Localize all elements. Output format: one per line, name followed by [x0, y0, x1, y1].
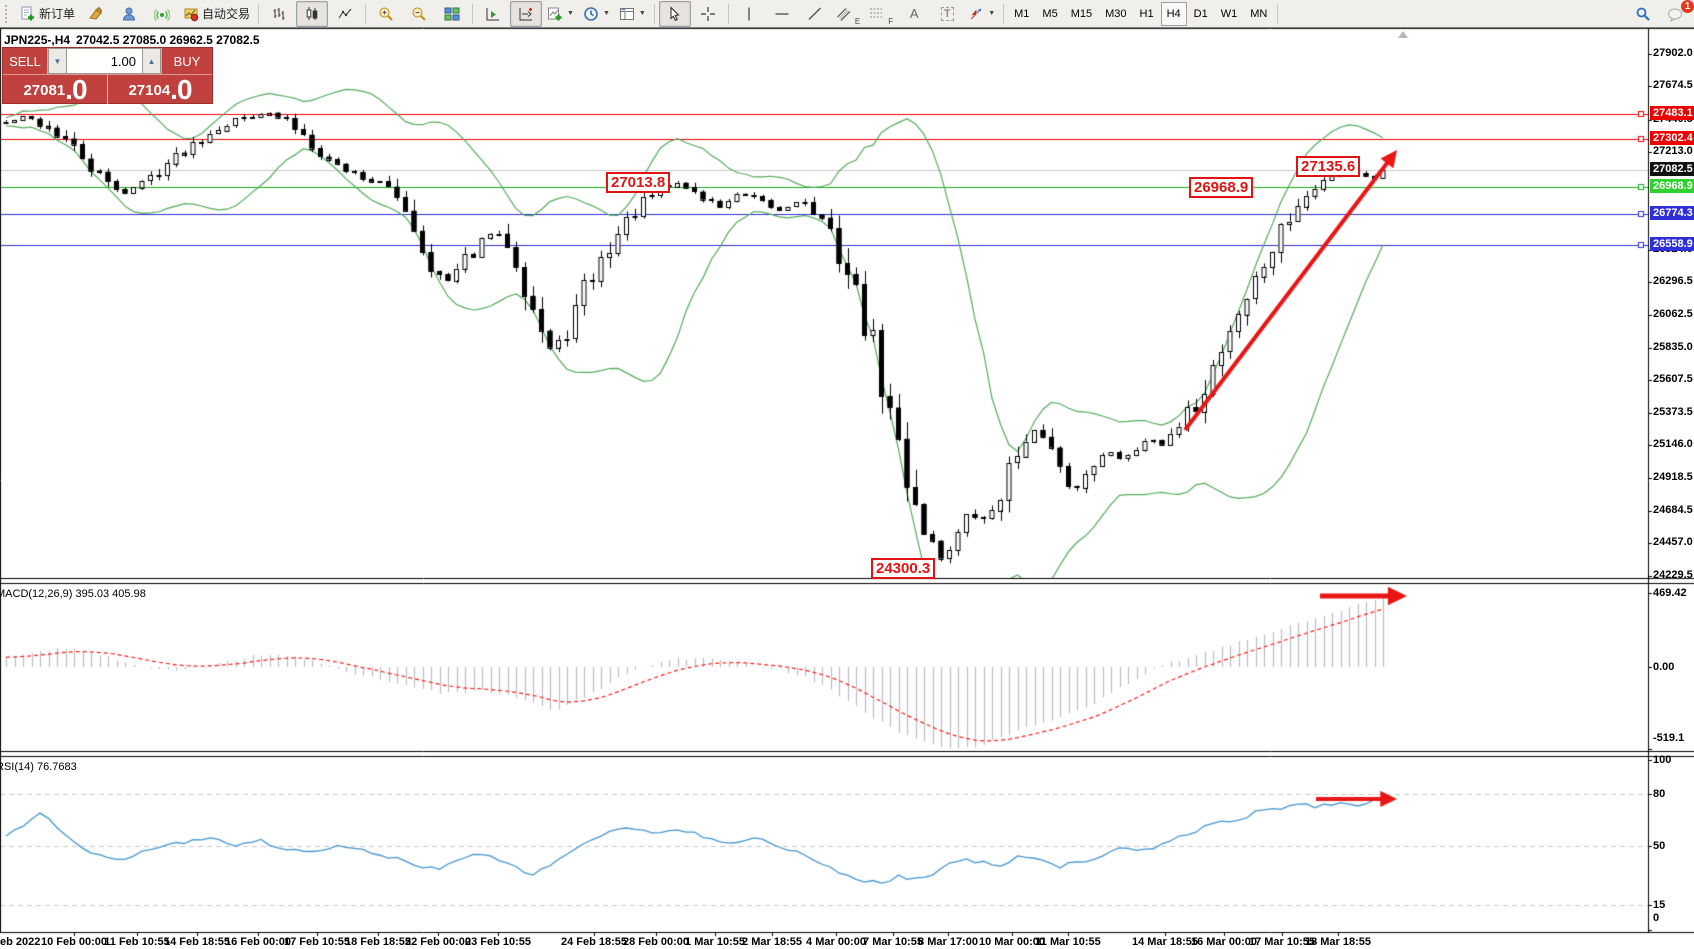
macd-tick-label: -519.1 — [1653, 732, 1685, 744]
price-tick-label: 24457.0 — [1653, 536, 1693, 549]
price-tick-label: 24918.5 — [1653, 470, 1693, 483]
time-tick-label: 28 Feb 00:00 — [622, 936, 690, 948]
chart-symbol-period: JPN225-,H4 — [4, 33, 71, 47]
price-badge-27302.4: 27302.4 — [1650, 131, 1694, 146]
time-tick-label: 8 Mar 17:00 — [918, 936, 978, 948]
time-tick-label: eb 2022 — [0, 936, 41, 948]
price-tick-label: 25146.0 — [1653, 438, 1693, 451]
price-badge-27483.1: 27483.1 — [1650, 105, 1694, 120]
price-badge-27082.5: 27082.5 — [1650, 162, 1694, 177]
annotation-26968.9[interactable]: 26968.9 — [1189, 177, 1254, 198]
time-tick-label: 10 Mar 00:00 — [978, 936, 1046, 948]
time-tick-label: 10 Feb 00:00 — [40, 936, 108, 948]
price-tick-label: 25607.5 — [1653, 372, 1693, 385]
time-tick-label: 2 Mar 18:55 — [742, 936, 802, 948]
time-tick-label: 18 Mar 18:55 — [1304, 936, 1372, 948]
price-tick-label: 27902.0 — [1653, 47, 1693, 59]
time-tick-label: 4 Mar 00:00 — [806, 936, 866, 948]
rsi-tick-label: 80 — [1653, 788, 1666, 801]
annotation-24300.3[interactable]: 24300.3 — [871, 558, 936, 579]
sell-price-pips: .0 — [65, 74, 87, 105]
volume-increase-button[interactable]: ▲ — [142, 48, 161, 74]
chart-title: JPN225-,H4 27042.5 27085.0 26962.5 27082.… — [4, 33, 266, 47]
price-tick-label: 24684.5 — [1653, 504, 1693, 517]
sell-button[interactable]: SELL — [9, 53, 41, 69]
price-badge-26558.9: 26558.9 — [1650, 236, 1694, 251]
time-tick-label: 16 Feb 00:00 — [224, 936, 292, 948]
time-tick-label: 17 Mar 10:55 — [1248, 936, 1316, 948]
time-tick-label: 1 Mar 10:55 — [685, 936, 745, 948]
time-tick-label: 14 Mar 18:55 — [1131, 936, 1199, 948]
buy-button[interactable]: BUY — [173, 53, 201, 69]
buy-price-pips: .0 — [170, 74, 192, 105]
price-tick-label: 25373.5 — [1653, 406, 1693, 419]
price-badge-26774.3: 26774.3 — [1650, 206, 1694, 221]
time-tick-label: 18 Feb 18:55 — [344, 936, 412, 948]
time-tick-label: 16 Mar 00:00 — [1190, 936, 1258, 948]
macd-label: MACD(12,26,9) 395.03 405.98 — [0, 588, 146, 600]
time-tick-label: 14 Feb 18:55 — [163, 936, 231, 948]
rsi-tick-label: 15 — [1653, 899, 1666, 912]
price-tick-label: 25835.0 — [1653, 340, 1693, 353]
rsi-tick-label: 50 — [1653, 839, 1666, 852]
rsi-label: RSI(14) 76.7683 — [0, 761, 77, 773]
volume-input[interactable]: 1.00 — [67, 48, 142, 74]
price-tick-label: 27674.5 — [1653, 79, 1693, 92]
time-tick-label: 17 Feb 10:55 — [283, 936, 351, 948]
time-tick-label: 22 Feb 00:00 — [404, 936, 472, 948]
sell-price[interactable]: 27081 .0 — [3, 75, 108, 104]
buy-price-main: 27104 — [128, 82, 171, 99]
volume-decrease-button[interactable]: ▼ — [48, 48, 67, 74]
macd-tick-label: 0.00 — [1653, 661, 1675, 673]
annotation-27013.8[interactable]: 27013.8 — [606, 172, 671, 193]
buy-price[interactable]: 27104 .0 — [108, 75, 212, 104]
time-tick-label: 7 Mar 10:55 — [863, 936, 923, 948]
chart-shift-marker[interactable] — [1398, 31, 1408, 38]
sell-price-main: 27081 — [23, 82, 66, 99]
price-tick-label: 26296.5 — [1653, 275, 1693, 288]
rsi-tick-label: 0 — [1653, 912, 1660, 924]
one-click-trading-panel: SELL ▼ 1.00 ▲ BUY 27081 .0 27104 .0 — [2, 47, 213, 104]
time-tick-label: 11 Mar 10:55 — [1035, 936, 1101, 948]
time-tick-label: 24 Feb 18:55 — [560, 936, 628, 948]
price-tick-label: 24229.5 — [1653, 568, 1693, 581]
time-tick-label: 23 Feb 10:55 — [464, 936, 532, 948]
price-badge-26968.9: 26968.9 — [1650, 178, 1694, 193]
rsi-tick-label: 100 — [1653, 754, 1672, 766]
price-tick-label: 27213.0 — [1653, 144, 1693, 157]
time-tick-label: 11 Feb 10:55 — [104, 936, 170, 948]
annotation-27135.6[interactable]: 27135.6 — [1296, 156, 1361, 177]
price-tick-label: 26062.5 — [1653, 308, 1693, 321]
chart-ohlc: 27042.5 27085.0 26962.5 27082.5 — [76, 33, 260, 47]
macd-tick-label: 469.42 — [1653, 586, 1687, 599]
